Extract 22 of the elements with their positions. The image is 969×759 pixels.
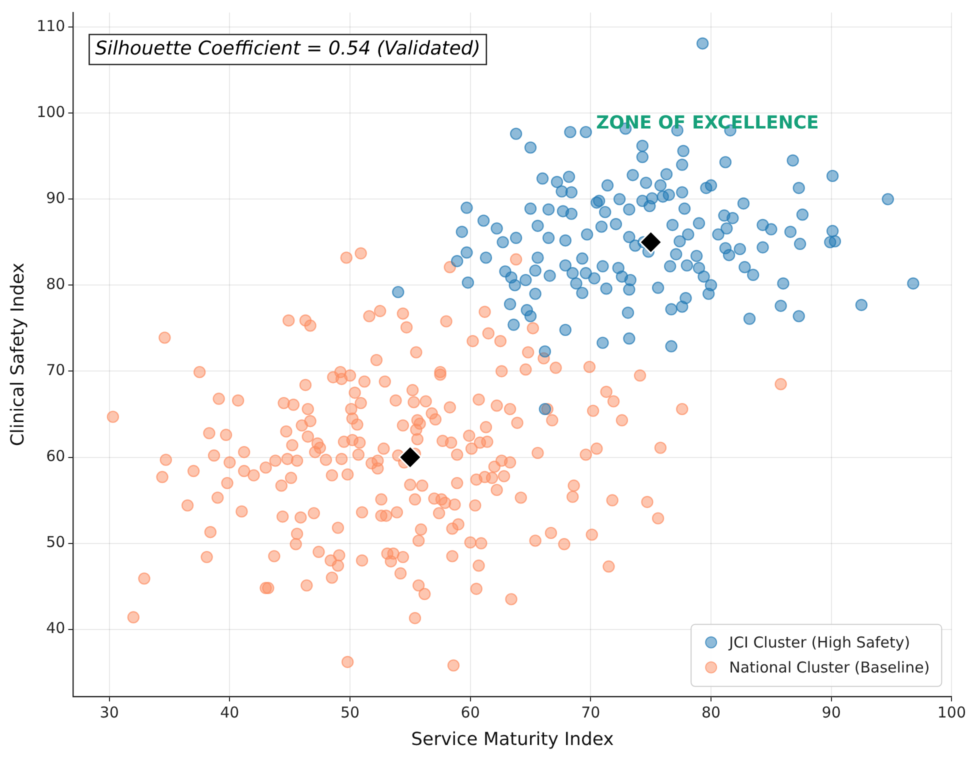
x-tick-label: 60 [460,703,480,722]
y-tick-label: 60 [46,447,66,466]
x-tick-label: 30 [100,703,119,722]
y-tick-label: 80 [46,275,66,294]
legend-label: National Cluster (Baseline) [729,658,930,676]
annotation: ZONE OF EXCELLENCE [596,112,819,134]
x-tick-label: 70 [581,703,600,722]
y-tick-label: 110 [36,17,66,36]
y-tick-label: 50 [46,533,66,552]
x-axis-title: Service Maturity Index [411,728,614,750]
y-tick-label: 70 [46,361,66,380]
x-tick-label: 100 [937,703,966,722]
legend-label: JCI Cluster (High Safety) [728,633,910,652]
y-tick-label: 90 [46,189,66,208]
y-tick-label: 100 [36,103,66,122]
x-tick-label: 50 [340,703,360,722]
x-tick-label: 40 [220,703,240,722]
y-axis-title: Clinical Safety Index [7,262,28,446]
x-tick-label: 90 [822,703,841,722]
y-tick-label: 40 [46,619,66,638]
annotation: Silhouette Coefficient = 0.54 (Validated) [95,37,480,60]
x-tick-label: 80 [701,703,721,722]
